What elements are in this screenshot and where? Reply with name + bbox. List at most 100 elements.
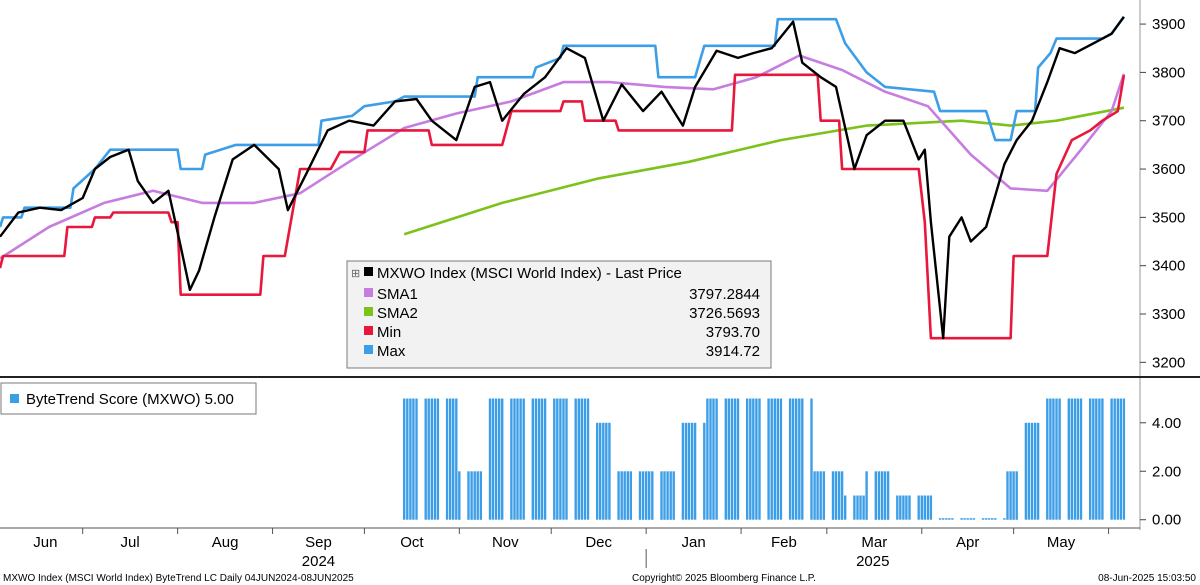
score-bar [565,398,568,520]
score-bar [963,518,966,520]
score-bar [755,398,758,520]
legend-swatch-score [10,394,19,403]
score-bar [445,398,449,520]
min-line [0,73,1126,340]
score-bar [1006,471,1009,520]
score-bar [537,398,541,520]
score-bar [1092,398,1095,520]
score-bar [994,518,997,520]
score-bar [455,398,458,520]
price-legend-box [346,260,772,369]
score-legend: ByteTrend Score (MXWO) 5.00 [0,382,257,415]
legend-sma2-value: 3726.5693 [689,305,760,322]
score-bar [837,471,841,520]
month-label: Dec [585,534,612,551]
score-bar [479,471,482,520]
footer-left: MXWO Index (MSCI World Index) ByteTrend … [3,573,354,584]
score-bar [488,398,492,520]
score-bar [948,518,951,520]
score-bar [513,398,516,520]
score-bar [577,398,580,520]
score-bar [991,518,994,520]
score-bar [693,422,697,520]
price-series-group [0,16,1126,340]
score-bar [583,398,587,520]
score-bar [736,398,740,520]
legend-swatch-min [364,326,373,335]
score-bar [412,398,415,520]
score-bar [580,398,583,520]
score-bar [960,518,963,520]
score-bar [727,398,730,520]
score-bar [984,518,988,520]
score-bar [666,471,669,520]
score-bar [427,398,430,520]
score-bar [470,471,473,520]
score-bar [409,398,412,520]
score-bar [877,471,881,520]
score-bar [1089,398,1092,520]
score-bar [574,398,577,520]
legend-min-label: Min [377,324,401,341]
legend-swatch-sma1 [364,288,373,297]
score-bar [908,495,911,520]
score-bar [758,398,761,520]
score-bar [669,471,672,520]
score-bar [1098,398,1101,520]
score-bar [476,471,479,520]
month-label: Sep [305,534,332,551]
score-bar [972,518,975,520]
score-bar [510,398,513,520]
score-bar [501,398,504,520]
score-bars-group [403,398,1126,520]
last-price-line [0,16,1125,340]
score-bar [853,495,856,520]
score-bar [1116,398,1119,520]
month-label: May [1047,534,1076,551]
score-bar [770,398,773,520]
score-tick-label: 2.00 [1152,463,1181,480]
legend-title: MXWO Index (MSCI World Index) - Last Pri… [377,265,682,282]
score-bar [856,495,859,520]
score-bar [559,398,562,520]
score-bar [498,398,501,520]
score-bar [684,422,688,520]
sma2-line [403,106,1125,236]
score-bar [712,398,715,520]
price-y-axis: 3200 3300 3400 3500 3600 3700 3800 3900 [1140,16,1185,371]
score-bar [620,471,623,520]
score-bar [896,495,899,520]
score-bar [623,471,626,520]
score-bar [473,471,476,520]
score-bar [840,471,844,520]
month-label: Mar [861,534,887,551]
score-bar [1079,398,1083,520]
score-bar [886,471,890,520]
score-bar [681,422,685,520]
score-bar [494,398,498,520]
score-bar [491,398,495,520]
legend-collapse-icon[interactable]: ⊞ [351,268,360,280]
score-bar [905,495,908,520]
score-bar [791,398,795,520]
score-legend-label: ByteTrend Score (MXWO) 5.00 [26,391,234,408]
score-bar [801,398,804,520]
x-axis: Jun Jul Aug Sep Oct Nov Dec Jan Feb Mar Apr May 2024… [33,528,1110,570]
score-bar [403,398,406,520]
score-bar [452,398,455,520]
score-bar [767,398,770,520]
score-bar [1122,398,1126,520]
score-bar [531,398,534,520]
score-bar [645,471,648,520]
score-bar [543,398,547,520]
score-bar [436,398,440,520]
score-bar [1070,398,1073,520]
legend-max-label: Max [377,343,406,360]
score-bar [730,398,734,520]
month-label: Apr [956,534,979,551]
score-bar [920,495,923,520]
score-bar [880,471,884,520]
legend-swatch-sma2 [364,307,373,316]
score-bar [945,518,948,520]
